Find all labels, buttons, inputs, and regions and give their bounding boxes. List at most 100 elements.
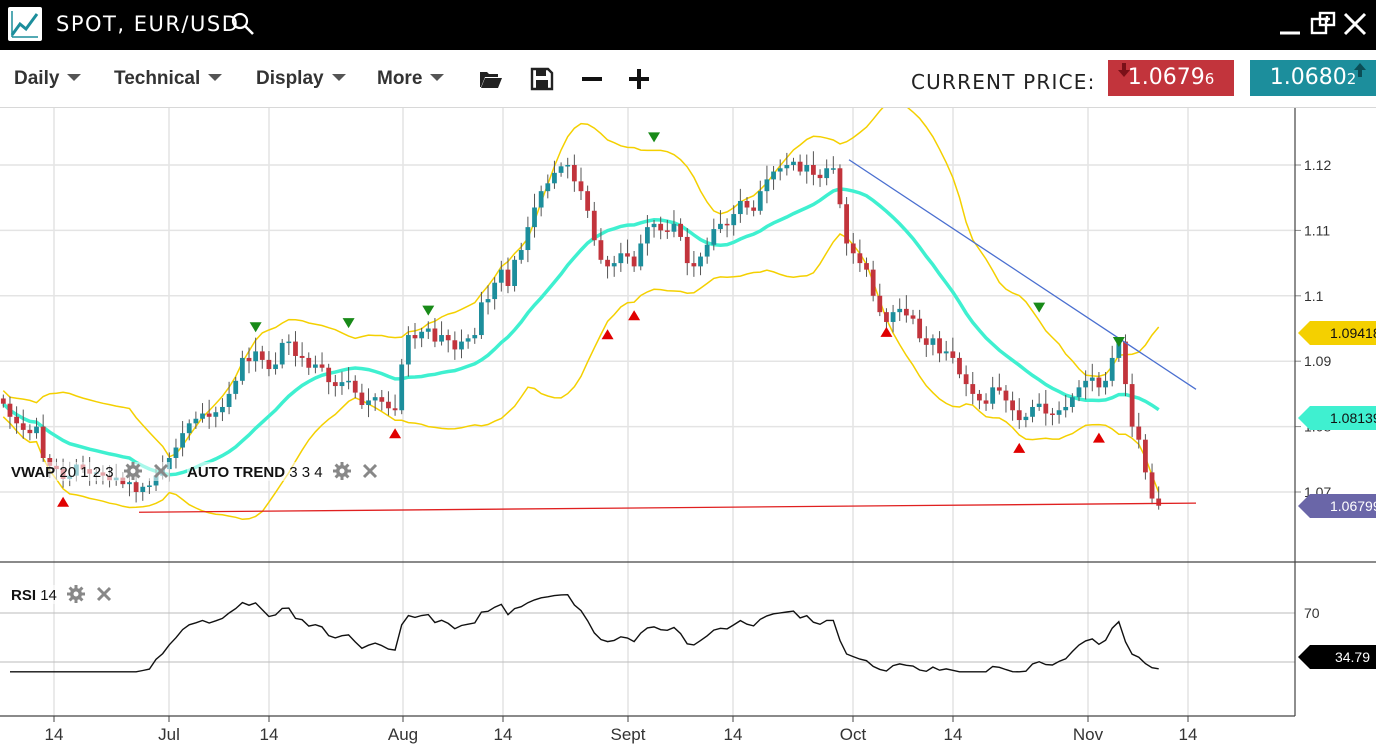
candle-body [313, 364, 318, 368]
candle-body [372, 397, 378, 401]
candle-body [239, 357, 245, 381]
candle [246, 347, 252, 374]
candle [326, 363, 332, 395]
buy-signal-marker [1092, 432, 1105, 443]
candle-body [571, 165, 577, 182]
middle-band-value-badge: 1.08139 [1298, 406, 1376, 430]
candle-body [532, 207, 537, 228]
candle-body [591, 210, 597, 241]
candle-body [664, 230, 670, 232]
candle-body [40, 426, 46, 458]
vwap-study-label[interactable]: VWAP 20 1 2 3 [11, 462, 170, 481]
candle-body [565, 165, 571, 167]
candle [777, 159, 783, 181]
candle-body [684, 236, 690, 264]
candle [505, 257, 511, 294]
candle [711, 218, 717, 251]
candle-body [963, 374, 969, 385]
candle [830, 156, 836, 174]
candle [552, 160, 557, 189]
candle-body [299, 355, 305, 358]
autotrend-name: AUTO TREND [187, 464, 286, 481]
x-tick-label: Oct [840, 725, 867, 744]
candle [459, 329, 464, 359]
close-icon[interactable] [95, 585, 113, 603]
zoom-in-icon[interactable] [626, 66, 652, 92]
candle [180, 421, 185, 457]
candle [903, 295, 909, 323]
candle [1109, 345, 1115, 387]
candle [917, 309, 923, 343]
candlestick-series [0, 151, 1162, 510]
candle-body [346, 380, 351, 383]
technical-dropdown[interactable]: Technical [114, 68, 223, 90]
candle [193, 411, 199, 429]
candle-body [764, 179, 770, 192]
candle-body [432, 328, 438, 342]
more-dropdown[interactable]: More [377, 68, 445, 90]
close-icon[interactable] [152, 462, 170, 480]
candle [27, 424, 33, 441]
gear-icon[interactable] [123, 462, 142, 480]
autotrend-study-label[interactable]: AUTO TREND 3 3 4 [187, 462, 379, 481]
candle [930, 334, 936, 356]
candle-body [970, 384, 976, 394]
candle [1103, 371, 1108, 395]
candle-body [1136, 426, 1142, 440]
candle-body [180, 433, 185, 448]
price-chart[interactable]: 14Jul14Aug14Sept14Oct14Nov141.071.081.09… [0, 108, 1376, 752]
candle [704, 237, 710, 264]
candle [877, 283, 883, 317]
candle-body [1096, 377, 1102, 388]
candle-body [1149, 472, 1155, 499]
candle-body [724, 223, 730, 226]
candle [173, 438, 179, 469]
more-label: More [377, 68, 423, 89]
close-icon[interactable] [1340, 9, 1370, 39]
candle-body [751, 207, 757, 211]
candle-body [127, 482, 132, 485]
x-tick-label: Nov [1073, 725, 1104, 744]
gear-icon[interactable] [67, 585, 86, 603]
candle [1043, 389, 1049, 426]
candle [392, 394, 398, 416]
restore-icon[interactable] [1308, 9, 1338, 39]
candle-body [186, 423, 192, 434]
rsi-study-label[interactable]: RSI 14 [11, 585, 114, 604]
search-icon[interactable] [230, 11, 256, 37]
candle [638, 234, 644, 271]
candle [213, 406, 219, 428]
upper-band-line [2, 108, 1160, 458]
ask-price-button[interactable]: 1.06802 [1250, 60, 1376, 96]
close-icon[interactable] [361, 462, 379, 480]
candle [598, 228, 604, 264]
candle-body [1116, 341, 1122, 358]
candle-body [213, 412, 219, 417]
candle [698, 252, 703, 276]
candle [950, 337, 956, 364]
candle [1143, 434, 1148, 480]
candle [545, 174, 551, 199]
folder-open-icon[interactable] [478, 66, 504, 92]
candle-body [1056, 410, 1062, 415]
bid-price-button[interactable]: 1.06796 [1108, 60, 1234, 96]
save-icon[interactable] [529, 66, 555, 92]
candle [1036, 393, 1042, 411]
display-dropdown[interactable]: Display [256, 68, 346, 90]
candle [678, 218, 683, 241]
candle [1096, 371, 1102, 397]
candle [359, 383, 365, 409]
zoom-out-icon[interactable] [579, 66, 605, 92]
candle [220, 398, 225, 422]
daily-dropdown[interactable]: Daily [14, 68, 82, 90]
minimize-icon[interactable] [1276, 9, 1306, 39]
candle [1010, 391, 1015, 421]
line-chart-icon [8, 7, 42, 41]
candle-body [259, 351, 265, 360]
candle [558, 162, 564, 177]
candle [386, 391, 391, 416]
gear-icon[interactable] [332, 462, 351, 480]
candle [34, 417, 39, 439]
candle [319, 352, 325, 372]
